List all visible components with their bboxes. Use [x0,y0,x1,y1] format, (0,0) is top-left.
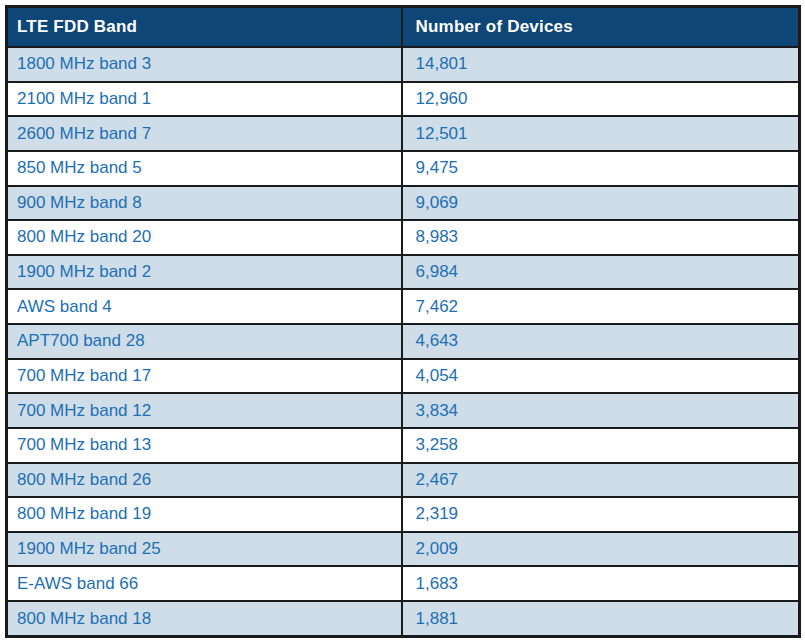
devices-cell: 1,683 [402,566,800,601]
devices-cell: 2,009 [402,532,800,567]
band-cell: 850 MHz band 5 [7,151,402,186]
table-row: 700 MHz band 174,054 [7,359,800,394]
devices-cell: 8,983 [402,220,800,255]
table-row: 1800 MHz band 314,801 [7,47,800,82]
table-row: 850 MHz band 59,475 [7,151,800,186]
devices-cell: 3,258 [402,428,800,463]
band-cell: AWS band 4 [7,289,402,324]
band-cell: 1900 MHz band 25 [7,532,402,567]
devices-cell: 6,984 [402,255,800,290]
devices-cell: 1,881 [402,601,800,637]
table-row: 700 MHz band 123,834 [7,393,800,428]
band-cell: 2600 MHz band 7 [7,116,402,151]
devices-cell: 9,069 [402,186,800,221]
devices-cell: 2,319 [402,497,800,532]
table-row: 2600 MHz band 712,501 [7,116,800,151]
table-body: 1800 MHz band 314,8012100 MHz band 112,9… [7,47,800,637]
devices-cell: 14,801 [402,47,800,82]
devices-cell: 9,475 [402,151,800,186]
table-row: 700 MHz band 133,258 [7,428,800,463]
band-cell: 1900 MHz band 2 [7,255,402,290]
band-cell: 1800 MHz band 3 [7,47,402,82]
table-row: 1900 MHz band 252,009 [7,532,800,567]
band-cell: 2100 MHz band 1 [7,82,402,117]
band-cell: 900 MHz band 8 [7,186,402,221]
column-header-devices: Number of Devices [402,7,800,48]
table-row: 800 MHz band 208,983 [7,220,800,255]
lte-band-table-container: LTE FDD Band Number of Devices 1800 MHz … [5,5,801,638]
table-row: AWS band 47,462 [7,289,800,324]
devices-cell: 3,834 [402,393,800,428]
devices-cell: 4,054 [402,359,800,394]
band-cell: 700 MHz band 12 [7,393,402,428]
devices-cell: 12,960 [402,82,800,117]
band-cell: 700 MHz band 17 [7,359,402,394]
table-row: 2100 MHz band 112,960 [7,82,800,117]
devices-cell: 4,643 [402,324,800,359]
table-row: APT700 band 284,643 [7,324,800,359]
band-cell: E-AWS band 66 [7,566,402,601]
devices-cell: 12,501 [402,116,800,151]
table-row: 800 MHz band 192,319 [7,497,800,532]
table-row: 800 MHz band 181,881 [7,601,800,637]
band-cell: 800 MHz band 20 [7,220,402,255]
band-cell: 800 MHz band 26 [7,463,402,498]
column-header-band: LTE FDD Band [7,7,402,48]
table-row: 900 MHz band 89,069 [7,186,800,221]
table-row: 800 MHz band 262,467 [7,463,800,498]
devices-cell: 7,462 [402,289,800,324]
table-row: E-AWS band 661,683 [7,566,800,601]
band-cell: 700 MHz band 13 [7,428,402,463]
band-cell: 800 MHz band 19 [7,497,402,532]
band-cell: APT700 band 28 [7,324,402,359]
lte-band-table: LTE FDD Band Number of Devices 1800 MHz … [5,5,801,638]
band-cell: 800 MHz band 18 [7,601,402,637]
header-row: LTE FDD Band Number of Devices [7,7,800,48]
devices-cell: 2,467 [402,463,800,498]
table-row: 1900 MHz band 26,984 [7,255,800,290]
